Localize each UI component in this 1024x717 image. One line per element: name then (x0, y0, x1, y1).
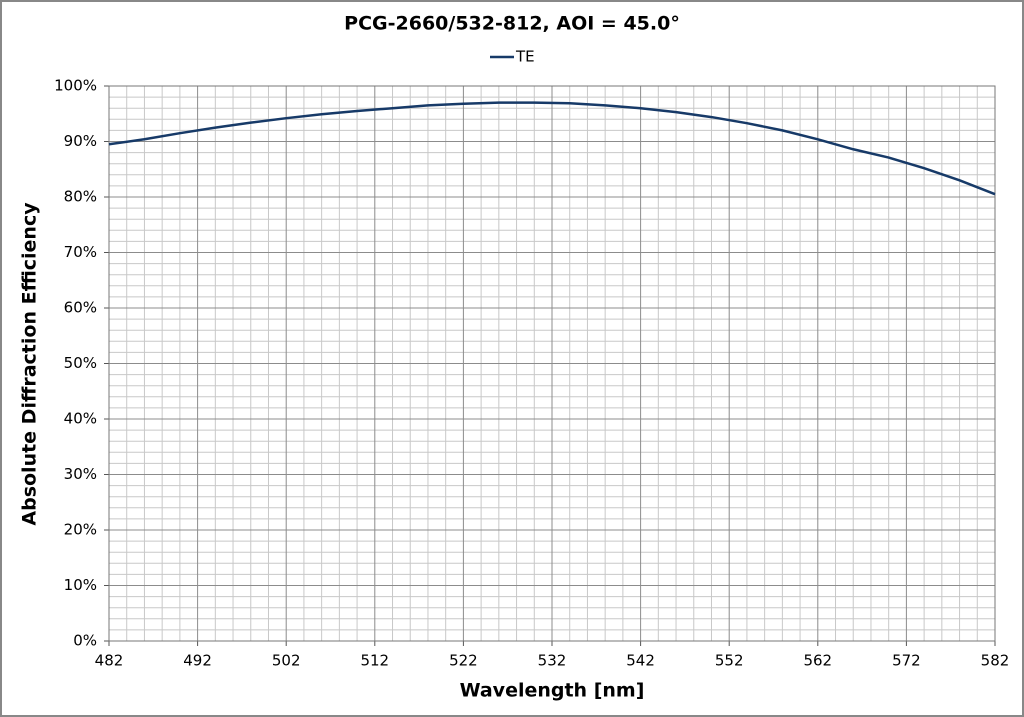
data-line (108, 101, 996, 196)
y-tick-label: 40% (64, 410, 97, 428)
legend-label: TE (515, 48, 535, 66)
y-tick-label: 80% (64, 188, 97, 206)
x-tick-label: 572 (892, 652, 921, 670)
y-axis-title: Absolute Diffraction Efficiency (19, 202, 41, 526)
x-tick-label: 582 (981, 652, 1010, 670)
y-tick-label: 10% (64, 576, 97, 594)
plot-frame (108, 85, 996, 642)
y-tick-label: 30% (64, 465, 97, 483)
x-tick-label: 532 (538, 652, 567, 670)
y-tick-label: 50% (64, 354, 97, 372)
y-tick-label: 90% (64, 132, 97, 150)
chart-title: PCG-2660/532-812, AOI = 45.0° (344, 13, 680, 35)
x-tick-label: 512 (360, 652, 389, 670)
x-tick-label: 542 (626, 652, 655, 670)
y-tick-label: 20% (64, 521, 97, 539)
x-tick-label: 522 (449, 652, 478, 670)
y-tick-label: 70% (64, 243, 97, 261)
x-tick-label: 492 (183, 652, 212, 670)
x-tick-label: 562 (803, 652, 832, 670)
x-axis-title: Wavelength [nm] (460, 680, 645, 702)
x-tick-label: 552 (715, 652, 744, 670)
y-tick-label: 0% (73, 632, 97, 650)
y-tick-label: 60% (64, 299, 97, 317)
x-tick-label: 502 (272, 652, 301, 670)
x-tick-label: 482 (95, 652, 124, 670)
y-tick-label: 100% (54, 77, 97, 95)
